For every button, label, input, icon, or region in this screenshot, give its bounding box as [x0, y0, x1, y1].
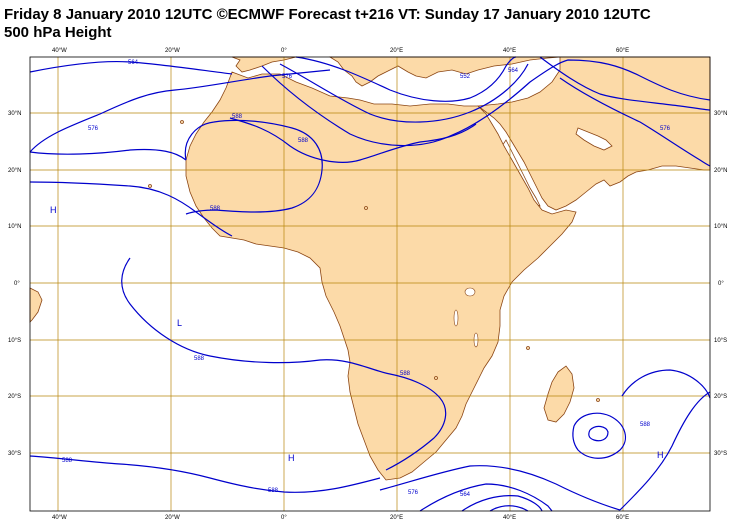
lat-tick-label: 30°S	[8, 451, 21, 457]
lat-tick-label: 10°S	[8, 338, 21, 344]
contour-576-n	[261, 59, 711, 147]
contour-564-s	[419, 483, 553, 512]
longitude-labels-top: 40°W 20°W 0° 20°E 40°E 60°E	[52, 48, 629, 54]
contour-588-se	[621, 369, 711, 399]
cape-verde	[148, 184, 152, 188]
contour-576-e	[559, 77, 711, 167]
contour-label: 588	[298, 138, 309, 144]
lon-tick-label: 20°W	[165, 515, 180, 521]
contour-label: 576	[282, 74, 293, 80]
pressure-centers: H L H H	[50, 205, 664, 463]
lon-tick-label: 20°E	[390, 48, 403, 54]
lat-tick-label: 10°N	[714, 224, 727, 230]
map-frame	[29, 56, 711, 512]
comoros	[526, 346, 530, 350]
lat-tick-label: 30°N	[8, 111, 21, 117]
latitude-labels-left: 30°N 20°N 10°N 0° 10°S 20°S 30°S	[8, 111, 21, 457]
lon-tick-label: 60°E	[616, 48, 629, 54]
high-w-atlantic: H	[50, 205, 57, 215]
contour-588-s-atl	[29, 181, 233, 237]
lat-tick-label: 20°N	[714, 168, 727, 174]
low-s-atlantic: L	[177, 318, 182, 328]
contour-588-se-loop	[572, 412, 627, 459]
contour-label: 588	[640, 422, 651, 428]
lon-tick-label: 40°W	[52, 48, 67, 54]
island-1	[364, 206, 368, 210]
africa	[185, 71, 577, 481]
island-2	[434, 376, 438, 380]
lon-tick-label: 20°W	[165, 48, 180, 54]
contour-label: 588	[210, 206, 221, 212]
contour-label: 564	[508, 68, 519, 74]
lat-tick-label: 0°	[718, 281, 724, 287]
contour-552-s	[461, 495, 543, 512]
contour-label: 588	[194, 356, 205, 362]
contour-label: 564	[128, 60, 139, 66]
contour-588-se-inner	[588, 425, 609, 442]
lon-tick-label: 0°	[281, 48, 287, 54]
canaries	[180, 120, 184, 124]
lat-tick-label: 0°	[14, 281, 20, 287]
europe-east	[328, 56, 561, 87]
lat-tick-label: 30°N	[714, 111, 727, 117]
lon-tick-label: 0°	[281, 515, 287, 521]
lat-tick-label: 30°S	[714, 451, 727, 457]
map-subtitle: 500 hPa Height	[4, 24, 112, 41]
map-title: Friday 8 January 2010 12UTC ©ECMWF Forec…	[4, 6, 651, 23]
contour-label: 564	[460, 492, 471, 498]
contour-label: 588	[232, 114, 243, 120]
lon-tick-label: 40°W	[52, 515, 67, 521]
lon-tick-label: 20°E	[390, 515, 403, 521]
latitude-labels-right: 30°N 20°N 10°N 0° 10°S 20°S 30°S	[714, 111, 727, 457]
madagascar	[543, 365, 575, 423]
lat-tick-label: 20°S	[714, 394, 727, 400]
high-s-indian: H	[657, 450, 664, 460]
high-s-atlantic: H	[288, 453, 295, 463]
contour-labels: 564 576 576 588 588 588 552 564 576 588 …	[62, 60, 671, 498]
contour-label: 576	[408, 490, 419, 496]
lon-tick-label: 40°E	[503, 48, 516, 54]
contour-label: 588	[62, 458, 73, 464]
lat-tick-label: 20°N	[8, 168, 21, 174]
land	[29, 56, 711, 481]
mauritius	[596, 398, 600, 402]
height-contours	[29, 56, 711, 512]
contour-label: 552	[460, 74, 471, 80]
longitude-labels-bottom: 40°W 20°W 0° 20°E 40°E 60°E	[52, 515, 629, 521]
lake-victoria	[464, 287, 476, 297]
contour-576-nw	[29, 69, 331, 153]
lon-tick-label: 60°E	[616, 515, 629, 521]
contour-540-s	[489, 505, 529, 512]
contour-label: 576	[660, 126, 671, 132]
contour-576-s	[379, 465, 621, 511]
contour-588-se2	[619, 391, 711, 511]
lat-tick-label: 20°S	[8, 394, 21, 400]
contour-564-ne	[539, 56, 711, 111]
contour-588-w	[29, 148, 187, 161]
lat-tick-label: 10°N	[8, 224, 21, 230]
contour-588-s	[121, 257, 447, 471]
contour-label: 588	[400, 371, 411, 377]
contour-label: 576	[88, 126, 99, 132]
contour-588-sahara	[184, 119, 323, 215]
contour-564-n	[279, 63, 529, 123]
contour-564-nw	[29, 61, 233, 75]
contour-588-sw	[29, 455, 381, 493]
lat-tick-label: 10°S	[714, 338, 727, 344]
lon-tick-label: 40°E	[503, 515, 516, 521]
persian-gulf	[575, 127, 613, 151]
contour-588-n	[229, 117, 477, 163]
lake-tanganyika	[453, 309, 459, 327]
europe	[231, 56, 297, 73]
asia	[476, 56, 711, 211]
contour-label: 588	[268, 488, 279, 494]
contour-552-n	[295, 56, 517, 102]
